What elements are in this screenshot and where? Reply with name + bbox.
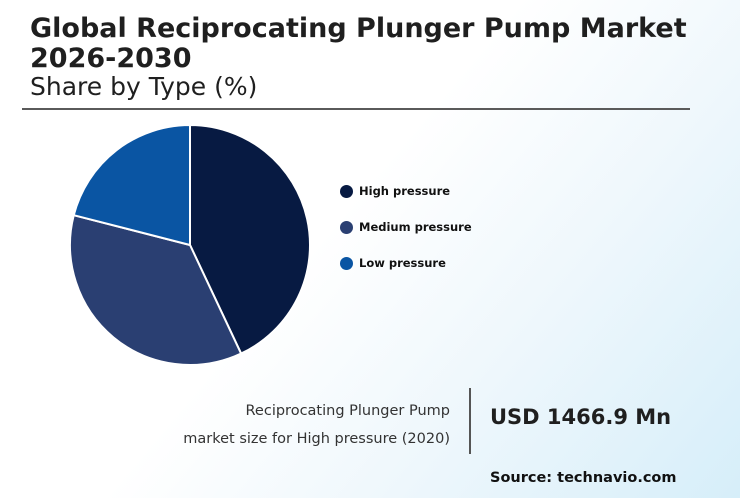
market-size-label-line1: Reciprocating Plunger Pump [245, 403, 451, 419]
legend-marker [340, 184, 353, 198]
header-divider [22, 108, 690, 110]
stat-divider [469, 388, 471, 454]
chart-title: Global Reciprocating Plunger Pump Market… [30, 13, 687, 74]
market-size-value: USD 1466.9 Mn [490, 405, 672, 429]
legend-label: Medium pressure [359, 220, 472, 234]
pie-slice-low-pressure [72, 123, 191, 247]
chart-subtitle: Share by Type (%) [30, 72, 258, 101]
legend: High pressure Medium pressure Low pressu… [340, 173, 472, 281]
legend-label: Low pressure [359, 256, 446, 270]
pie-slice-high-pressure [189, 123, 311, 355]
legend-marker [340, 256, 353, 270]
legend-item-high-pressure: High pressure [340, 173, 472, 209]
pie-slice-medium-pressure [69, 213, 243, 366]
legend-item-low-pressure: Low pressure [340, 245, 472, 281]
legend-item-medium-pressure: Medium pressure [340, 209, 472, 245]
pie-chart [69, 123, 311, 366]
source-note: Source: technavio.com [490, 470, 677, 486]
market-size-label: Reciprocating Plunger Pump market size f… [183, 397, 450, 453]
legend-label: High pressure [359, 184, 451, 198]
market-size-label-line2: market size for High pressure (2020) [183, 431, 450, 447]
legend-marker [340, 220, 353, 234]
